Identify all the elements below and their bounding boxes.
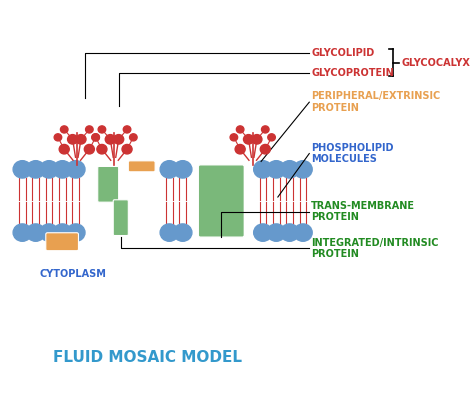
Circle shape xyxy=(97,144,107,154)
FancyBboxPatch shape xyxy=(128,161,155,172)
Circle shape xyxy=(252,135,262,144)
Circle shape xyxy=(27,161,45,178)
Text: GLYCOCALYX: GLYCOCALYX xyxy=(401,58,470,68)
Circle shape xyxy=(122,144,132,154)
Circle shape xyxy=(76,135,86,144)
Text: TRANS-MEMBRANE
PROTEIN: TRANS-MEMBRANE PROTEIN xyxy=(311,201,415,222)
Circle shape xyxy=(66,161,85,178)
Circle shape xyxy=(235,144,245,154)
FancyBboxPatch shape xyxy=(98,166,118,202)
FancyBboxPatch shape xyxy=(198,165,244,237)
Circle shape xyxy=(294,161,312,178)
Circle shape xyxy=(40,161,58,178)
Circle shape xyxy=(59,144,69,154)
Text: GLYCOLIPID: GLYCOLIPID xyxy=(311,48,374,58)
Circle shape xyxy=(267,161,285,178)
Circle shape xyxy=(230,134,237,141)
Circle shape xyxy=(54,134,62,141)
Circle shape xyxy=(268,134,275,141)
Text: INTEGRATED/INTRINSIC
PROTEIN: INTEGRATED/INTRINSIC PROTEIN xyxy=(311,238,439,259)
Text: CYTOPLASM: CYTOPLASM xyxy=(39,269,106,279)
Circle shape xyxy=(244,135,254,144)
FancyBboxPatch shape xyxy=(113,200,128,236)
Circle shape xyxy=(262,126,269,133)
Circle shape xyxy=(281,224,299,241)
Circle shape xyxy=(13,161,32,178)
Circle shape xyxy=(254,161,272,178)
Circle shape xyxy=(160,161,179,178)
Circle shape xyxy=(27,224,45,241)
Circle shape xyxy=(267,224,285,241)
Circle shape xyxy=(294,224,312,241)
Circle shape xyxy=(92,134,100,141)
Circle shape xyxy=(61,126,68,133)
Circle shape xyxy=(86,126,93,133)
Circle shape xyxy=(123,126,131,133)
Circle shape xyxy=(68,135,78,144)
Circle shape xyxy=(84,144,94,154)
Circle shape xyxy=(53,224,72,241)
Circle shape xyxy=(237,126,244,133)
Text: GLYCOPROTEIN: GLYCOPROTEIN xyxy=(311,68,394,78)
Circle shape xyxy=(40,224,58,241)
Circle shape xyxy=(281,161,299,178)
Circle shape xyxy=(114,135,124,144)
Circle shape xyxy=(98,126,106,133)
Circle shape xyxy=(260,144,270,154)
FancyBboxPatch shape xyxy=(46,233,79,251)
Circle shape xyxy=(92,134,100,141)
Circle shape xyxy=(129,134,137,141)
Text: FLUID MOSAIC MODEL: FLUID MOSAIC MODEL xyxy=(54,349,243,365)
Text: PHOSPHOLIPID
MOLECULES: PHOSPHOLIPID MOLECULES xyxy=(311,143,394,164)
Circle shape xyxy=(173,224,192,241)
Circle shape xyxy=(105,135,115,144)
Text: PERIPHERAL/EXTRINSIC
PROTEIN: PERIPHERAL/EXTRINSIC PROTEIN xyxy=(311,92,441,113)
Circle shape xyxy=(66,224,85,241)
Circle shape xyxy=(173,161,192,178)
Circle shape xyxy=(254,224,272,241)
Circle shape xyxy=(13,224,32,241)
Circle shape xyxy=(160,224,179,241)
Circle shape xyxy=(53,161,72,178)
